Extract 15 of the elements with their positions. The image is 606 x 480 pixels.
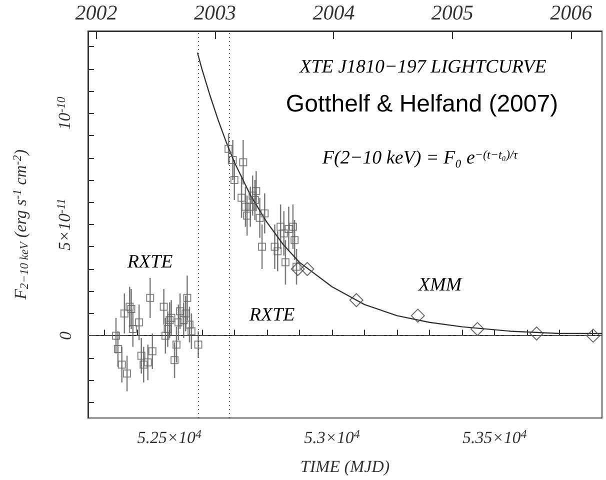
- annotation: RXTE: [248, 304, 296, 326]
- y-axis-title: F2−10 keV (erg s-1 cm-2): [10, 149, 31, 300]
- y-tick-label: 0: [56, 330, 75, 340]
- annotation: XTE J1810−197 LIGHTCURVE: [298, 56, 547, 78]
- annotation: XMM: [417, 274, 463, 296]
- x2-tick-label: 2002: [75, 0, 118, 24]
- y-tick-label: 10-10: [54, 96, 74, 130]
- x2-tick-label: 2004: [312, 0, 356, 24]
- x-axis-title: TIME (MJD): [300, 457, 390, 476]
- annotation: RXTE: [126, 252, 174, 272]
- x2-tick-label: 2006: [550, 0, 593, 24]
- y-tick-label: 5×10-11: [54, 198, 74, 251]
- annotation: Gotthelf & Helfand (2007): [286, 90, 558, 118]
- x2-tick-label: 2003: [194, 0, 236, 24]
- x2-tick-label: 2005: [431, 0, 474, 24]
